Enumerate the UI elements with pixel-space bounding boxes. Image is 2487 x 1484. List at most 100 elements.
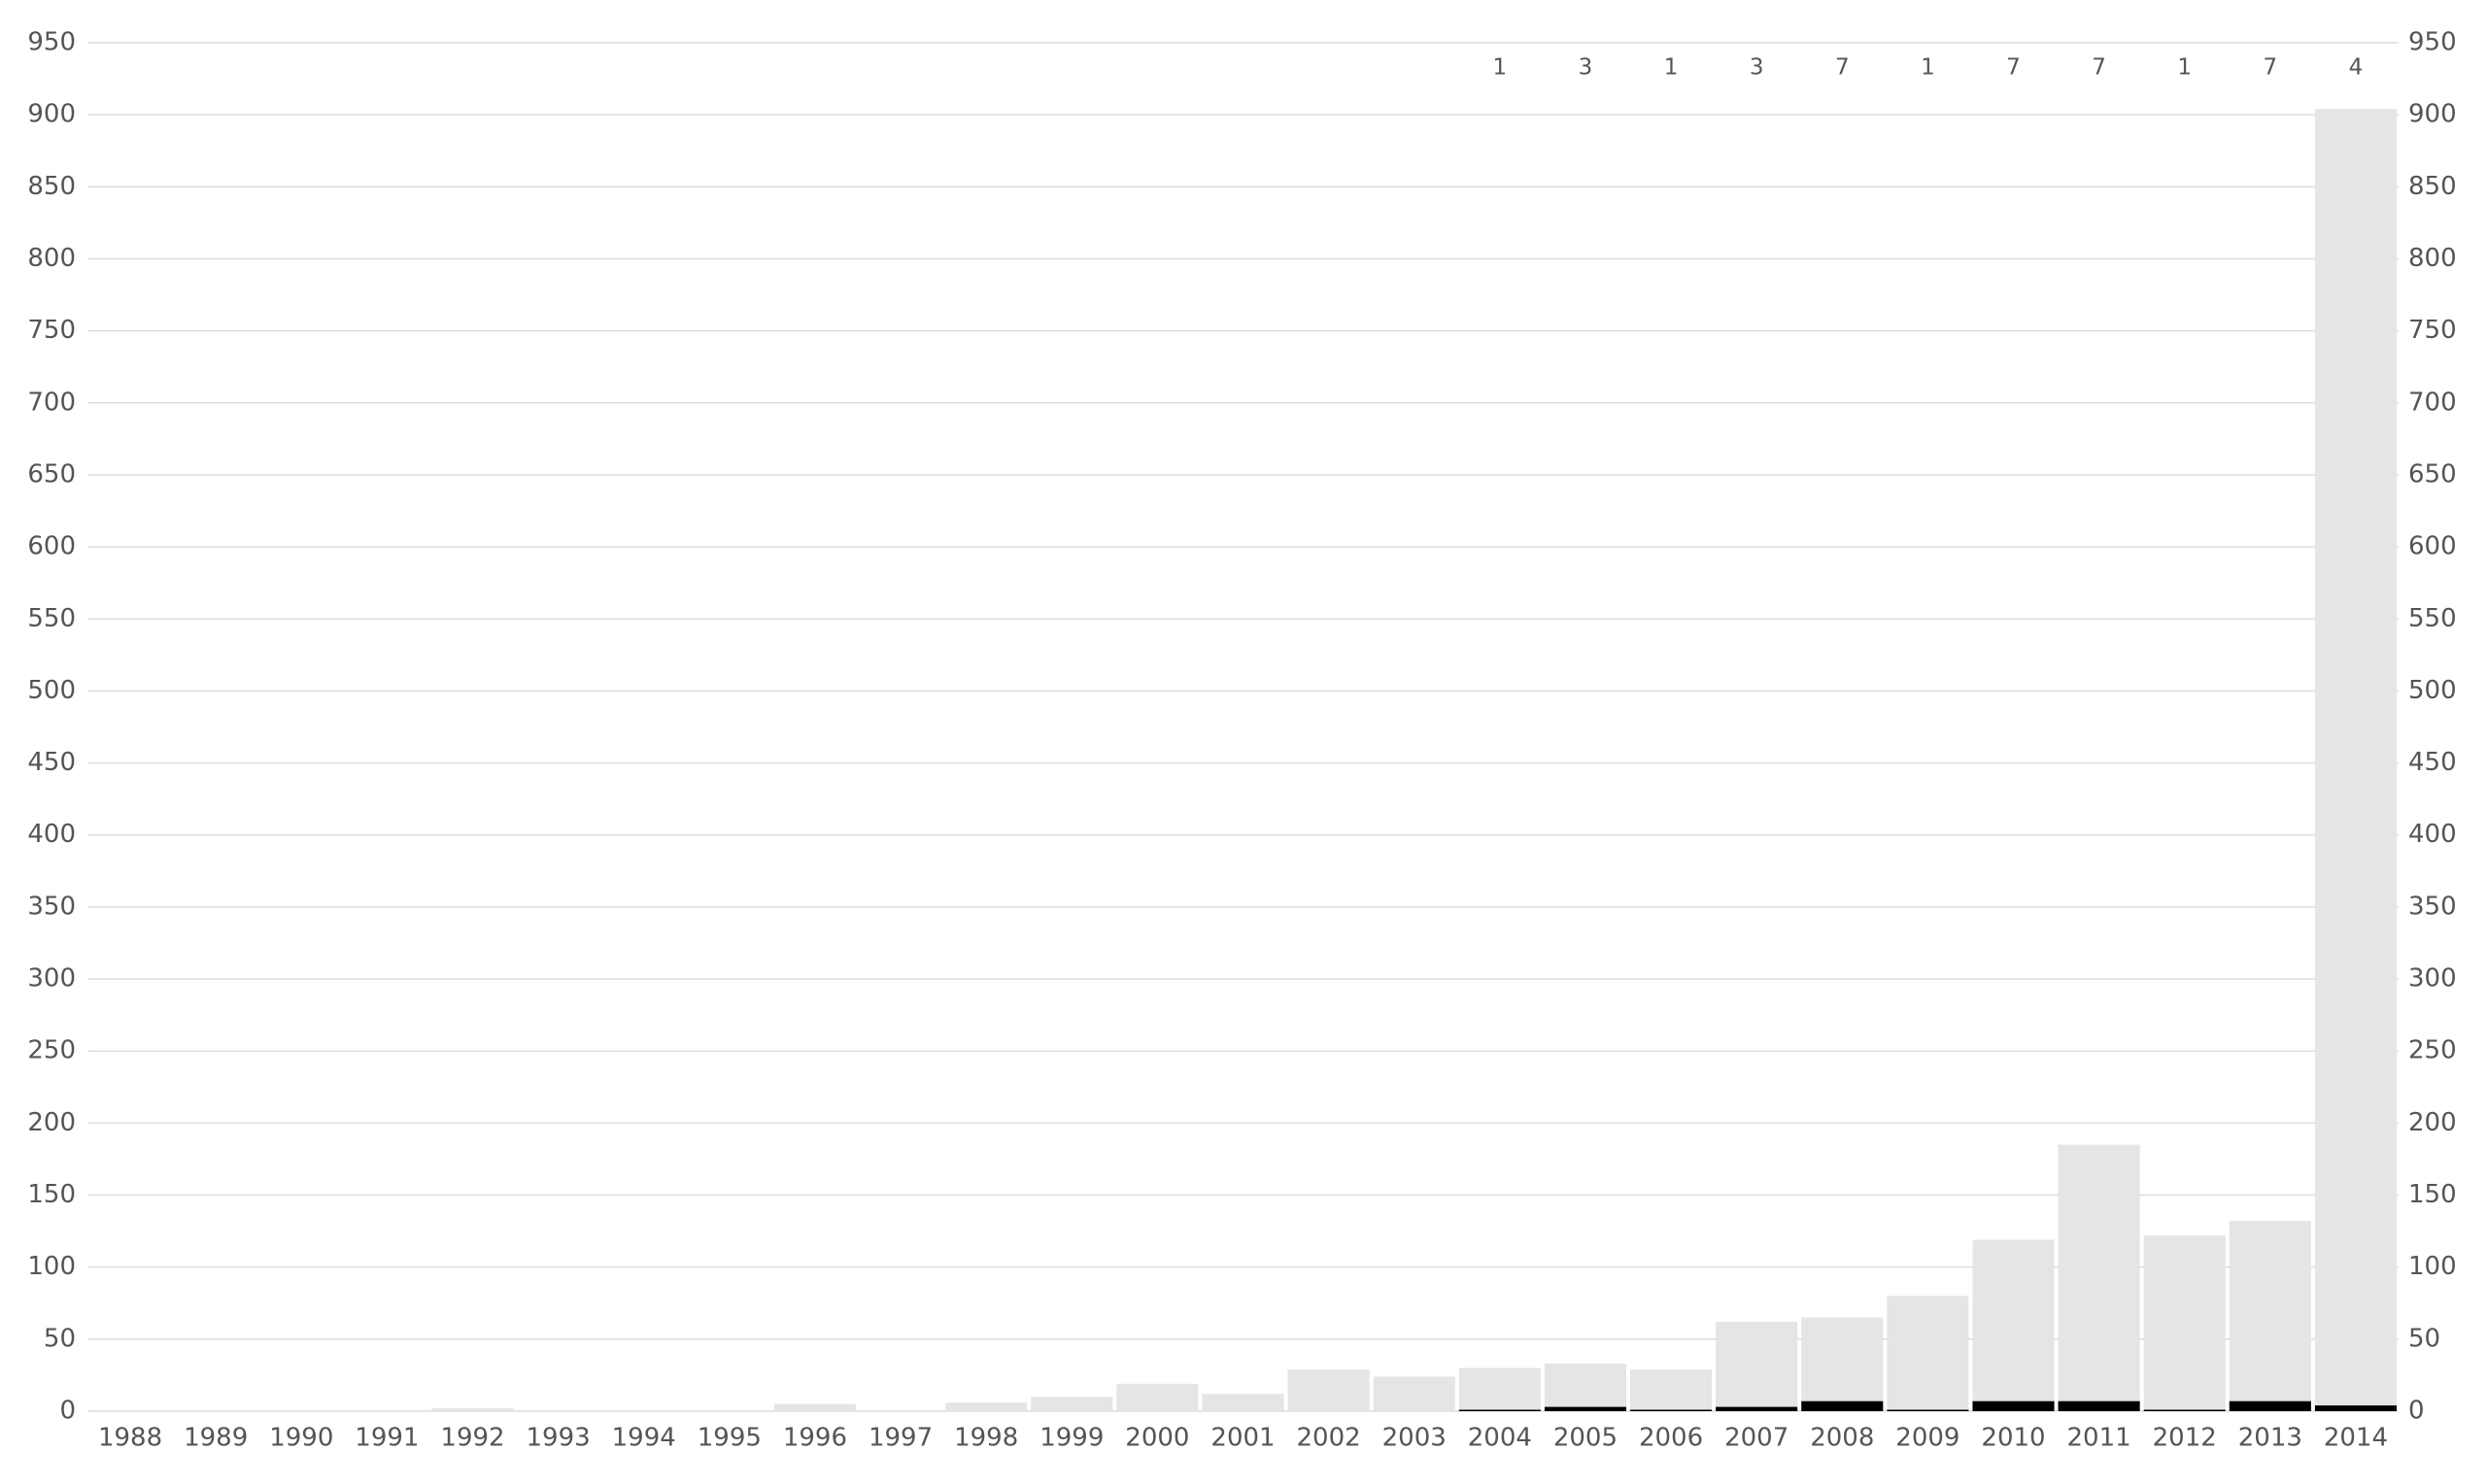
bar-segment xyxy=(1544,1406,1626,1411)
bar-segment xyxy=(1544,1364,1626,1407)
value-label: 7 xyxy=(2092,55,2106,81)
y-tick-label: 50 xyxy=(44,1324,76,1353)
x-tick-label: 2004 xyxy=(1468,1424,1532,1453)
bar-segment xyxy=(2143,1235,2226,1410)
y-tick-label: 200 xyxy=(27,1108,76,1137)
x-tick-label: 2005 xyxy=(1553,1424,1618,1453)
value-label: 1 xyxy=(1493,55,1508,81)
value-label: 1 xyxy=(1664,55,1679,81)
y2-tick-label: 900 xyxy=(2408,100,2457,129)
x-tick-label: 1988 xyxy=(98,1424,162,1453)
value-label: 7 xyxy=(2264,55,2278,81)
y-tick-label: 900 xyxy=(27,100,76,129)
bar-segment xyxy=(2058,1144,2140,1401)
bar-segment xyxy=(2143,1409,2226,1411)
y2-tick-label: 400 xyxy=(2408,820,2457,849)
bar-segment xyxy=(1801,1400,1884,1411)
x-tick-label: 1990 xyxy=(269,1424,333,1453)
x-tick-label: 2007 xyxy=(1724,1424,1789,1453)
y2-tick-label: 200 xyxy=(2408,1108,2457,1137)
bar-segment xyxy=(1972,1400,2055,1411)
y2-tick-label: 950 xyxy=(2408,28,2457,57)
bar-segment xyxy=(1116,1383,1199,1411)
x-tick-label: 1994 xyxy=(612,1424,676,1453)
value-label: 1 xyxy=(1921,55,1935,81)
x-tick-label: 2002 xyxy=(1297,1424,1361,1453)
bar-segment xyxy=(1458,1409,1541,1411)
y2-tick-label: 500 xyxy=(2408,676,2457,705)
x-tick-label: 1996 xyxy=(783,1424,847,1453)
y2-tick-label: 750 xyxy=(2408,316,2457,345)
value-label: 3 xyxy=(1750,55,1764,81)
y2-tick-label: 700 xyxy=(2408,388,2457,417)
bar-segment xyxy=(2229,1221,2311,1401)
y-tick-label: 600 xyxy=(27,532,76,561)
bar-segment xyxy=(1202,1394,1284,1411)
bar-segment xyxy=(945,1402,1028,1411)
bar-segment xyxy=(1458,1367,1541,1410)
x-tick-label: 2006 xyxy=(1639,1424,1703,1453)
bar-segment xyxy=(1716,1322,1798,1407)
y-tick-label: 450 xyxy=(27,748,76,777)
bar-segment xyxy=(2314,109,2397,1406)
y2-tick-label: 350 xyxy=(2408,892,2457,921)
y2-tick-label: 450 xyxy=(2408,748,2457,777)
y-tick-label: 150 xyxy=(27,1180,76,1209)
x-tick-label: 1991 xyxy=(355,1424,419,1453)
y-tick-label: 400 xyxy=(27,820,76,849)
bar-segment xyxy=(1373,1376,1455,1411)
bar-segment xyxy=(1887,1296,1969,1410)
bar-segment xyxy=(1630,1409,1713,1411)
y-tick-label: 350 xyxy=(27,892,76,921)
y2-tick-label: 300 xyxy=(2408,964,2457,994)
x-tick-label: 1989 xyxy=(184,1424,248,1453)
x-tick-label: 1997 xyxy=(869,1424,933,1453)
bar-segment xyxy=(2314,1405,2397,1411)
y-tick-label: 950 xyxy=(27,28,76,57)
x-tick-label: 1992 xyxy=(440,1424,504,1453)
x-tick-label: 2001 xyxy=(1210,1424,1275,1453)
bar-segment xyxy=(1887,1409,1969,1411)
x-tick-label: 2009 xyxy=(1895,1424,1959,1453)
y2-tick-label: 100 xyxy=(2408,1252,2457,1281)
x-tick-label: 1995 xyxy=(698,1424,762,1453)
x-tick-label: 2003 xyxy=(1382,1424,1447,1453)
y-tick-label: 250 xyxy=(27,1036,76,1065)
value-label: 4 xyxy=(2349,55,2364,81)
bar-segment xyxy=(1630,1368,1713,1410)
bar-segment xyxy=(1287,1368,1370,1411)
bar-segment xyxy=(2229,1400,2311,1411)
y2-tick-label: 800 xyxy=(2408,244,2457,273)
bar-segment xyxy=(1716,1406,1798,1411)
value-label: 7 xyxy=(1835,55,1850,81)
x-tick-label: 2012 xyxy=(2153,1424,2217,1453)
y-tick-label: 700 xyxy=(27,388,76,417)
y2-tick-label: 650 xyxy=(2408,459,2457,489)
x-tick-label: 2000 xyxy=(1125,1424,1189,1453)
x-tick-label: 2008 xyxy=(1810,1424,1874,1453)
x-tick-label: 2013 xyxy=(2238,1424,2302,1453)
x-tick-label: 2014 xyxy=(2324,1424,2388,1453)
y2-tick-label: 550 xyxy=(2408,604,2457,633)
x-tick-label: 1999 xyxy=(1039,1424,1104,1453)
bar-segment xyxy=(1031,1397,1113,1411)
y2-tick-label: 250 xyxy=(2408,1036,2457,1065)
y2-tick-label: 600 xyxy=(2408,532,2457,561)
y-tick-label: 650 xyxy=(27,459,76,489)
y-tick-label: 550 xyxy=(27,604,76,633)
x-tick-label: 2010 xyxy=(1981,1424,2045,1453)
y-tick-label: 750 xyxy=(27,316,76,345)
y-tick-label: 800 xyxy=(27,244,76,273)
y2-tick-label: 0 xyxy=(2408,1397,2425,1426)
x-tick-label: 1998 xyxy=(954,1424,1018,1453)
bar-segment xyxy=(1972,1239,2055,1401)
y2-tick-label: 150 xyxy=(2408,1180,2457,1209)
y-tick-label: 100 xyxy=(27,1252,76,1281)
y2-tick-label: 850 xyxy=(2408,172,2457,201)
y-tick-label: 500 xyxy=(27,676,76,705)
bar-segment xyxy=(773,1403,856,1411)
y-tick-label: 300 xyxy=(27,964,76,994)
value-label: 1 xyxy=(2177,55,2192,81)
x-tick-label: 2011 xyxy=(2067,1424,2131,1453)
